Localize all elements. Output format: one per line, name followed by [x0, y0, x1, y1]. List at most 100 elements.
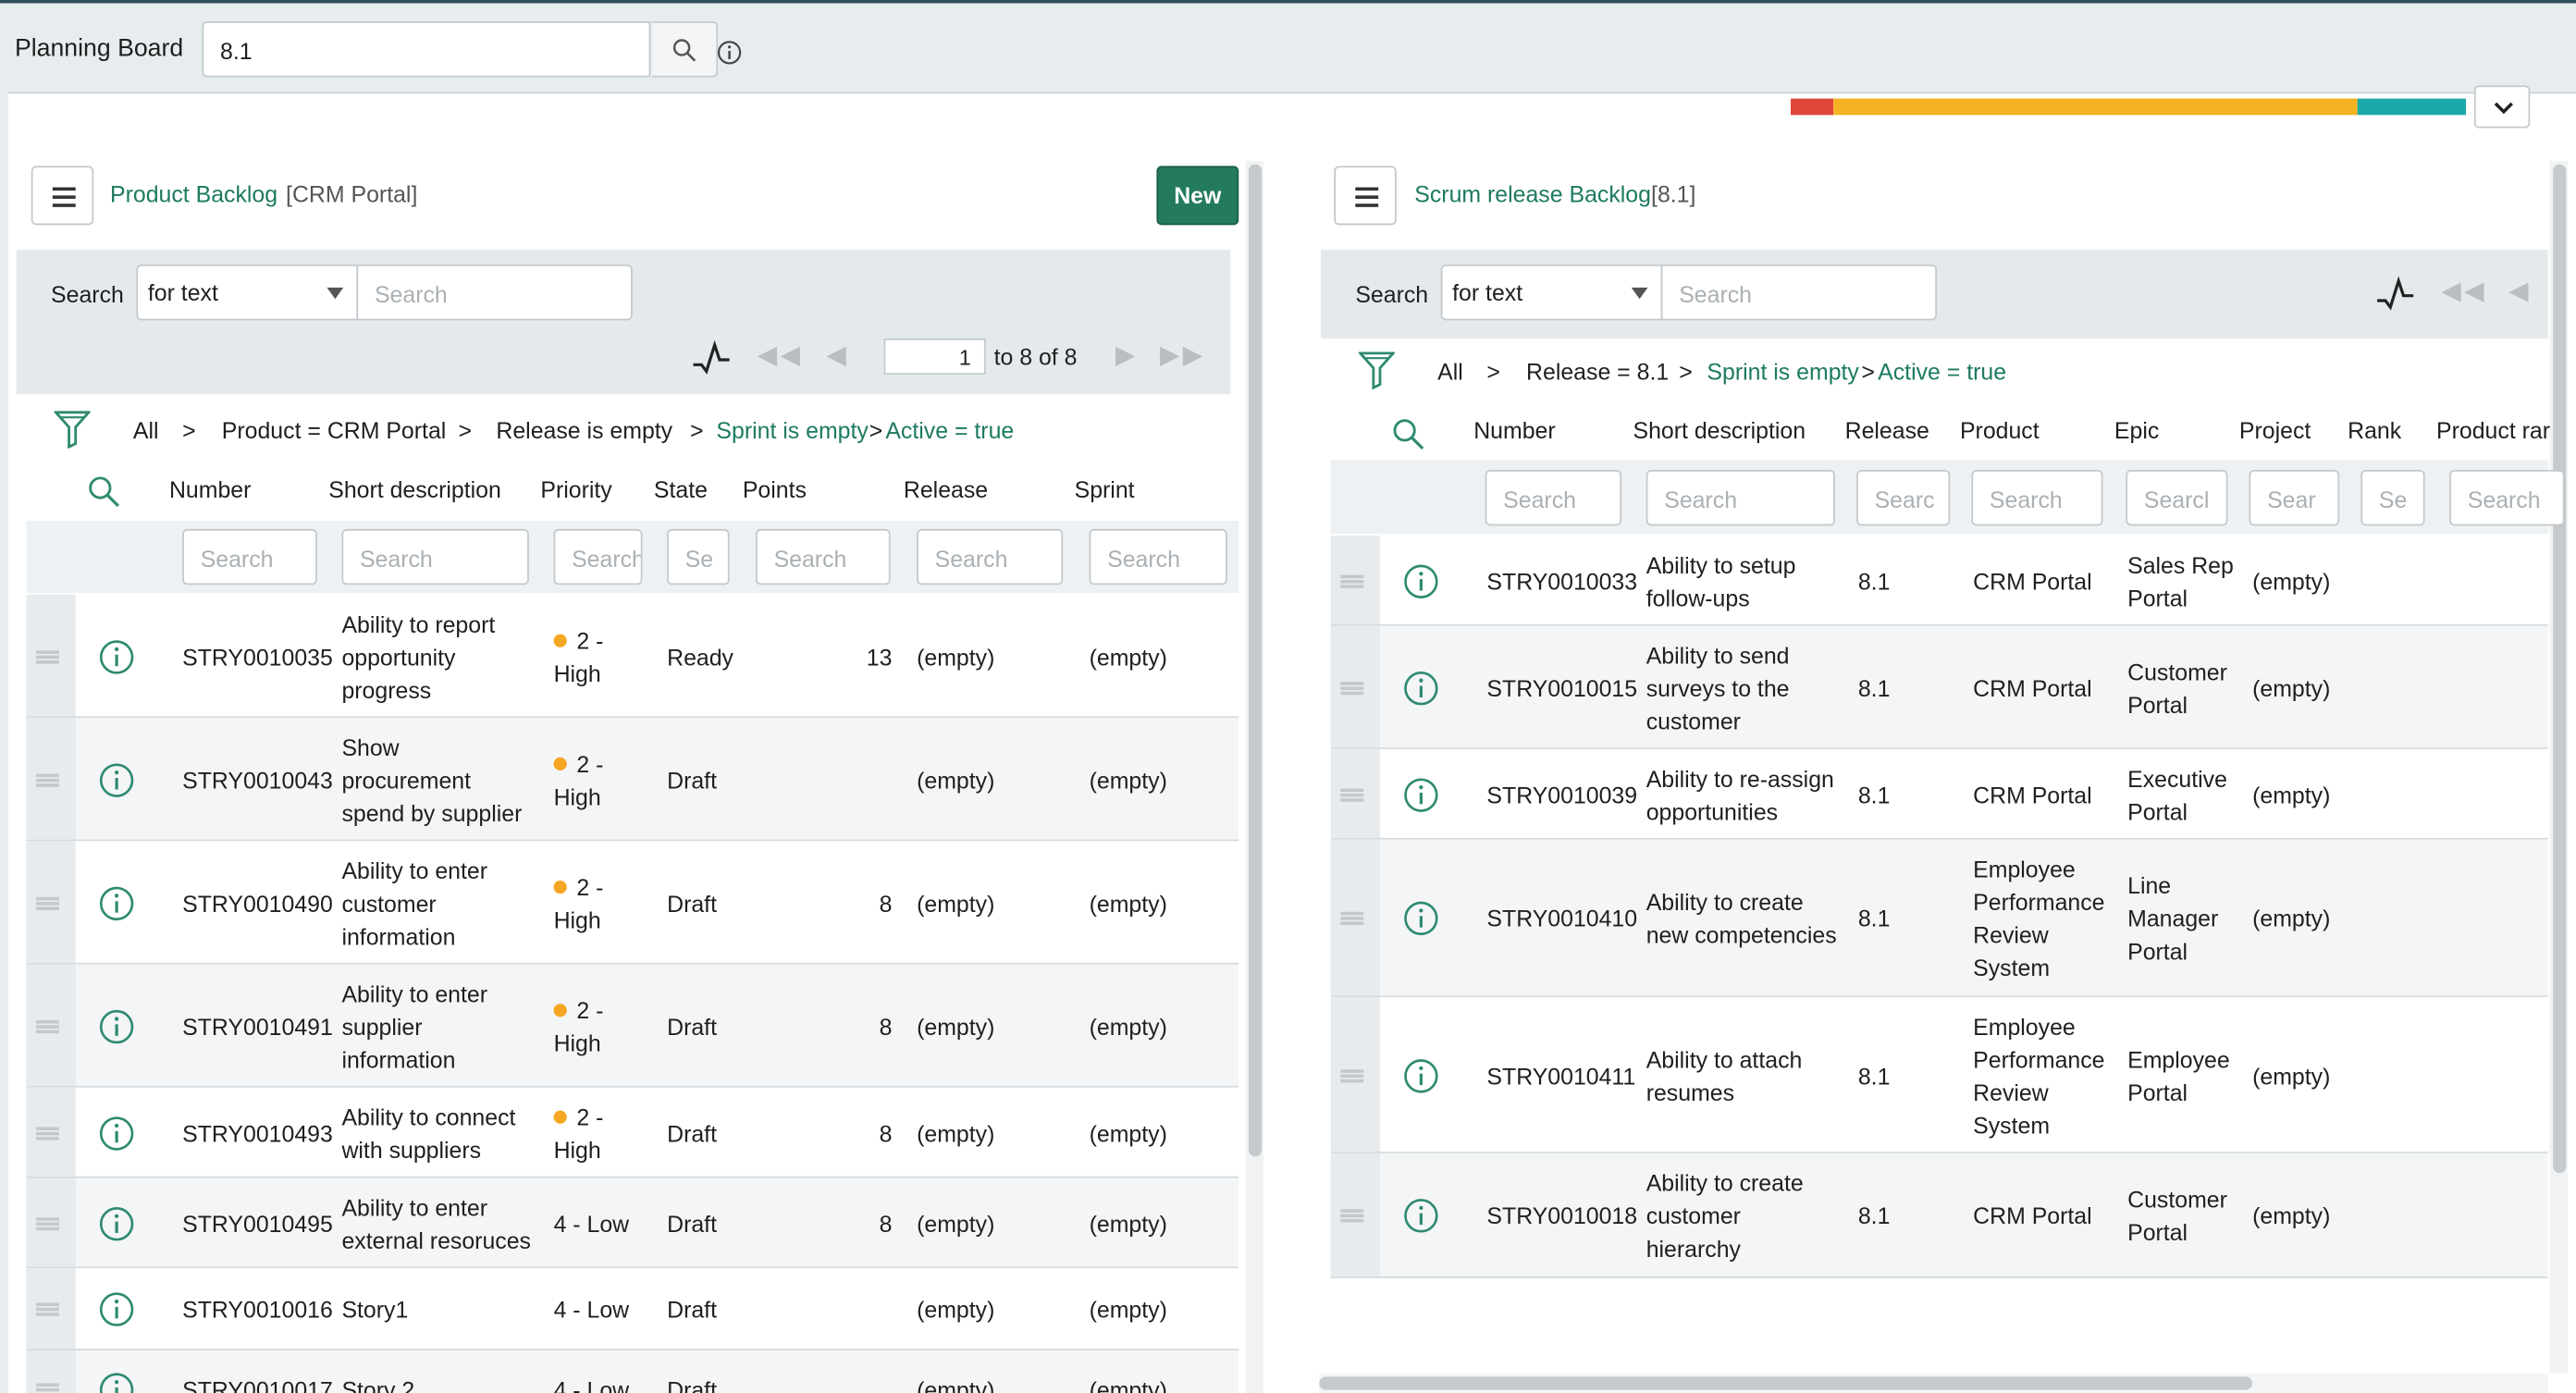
table-row[interactable]: STRY0010493 Ability to connect with suppli…	[26, 1087, 1239, 1178]
column-search-input[interactable]: Se	[2360, 469, 2425, 526]
breadcrumb-item[interactable]: All	[1437, 358, 1463, 385]
row-number[interactable]: STRY0010411	[1486, 1062, 1636, 1089]
first-page-icon[interactable]	[756, 345, 802, 368]
funnel-icon[interactable]	[1358, 350, 1395, 389]
row-number[interactable]: STRY0010491	[182, 1012, 333, 1040]
left-search-mode-select[interactable]: for text	[136, 264, 359, 321]
row-number[interactable]: STRY0010493	[182, 1119, 333, 1146]
column-search-input[interactable]: Search	[917, 528, 1064, 586]
row-number[interactable]: STRY0010018	[1486, 1202, 1638, 1229]
drag-handle-icon[interactable]	[1340, 573, 1364, 587]
column-search-toggle-icon[interactable]	[1391, 417, 1424, 450]
info-icon[interactable]	[99, 1205, 135, 1241]
breadcrumb-item[interactable]: Active = true	[885, 417, 1015, 444]
table-row[interactable]: STRY0010039 Ability to re-assign opportuni…	[1330, 748, 2548, 840]
breadcrumb-item[interactable]: Sprint is empty	[1707, 358, 1859, 385]
table-row[interactable]: STRY0010015 Ability to send surveys to the…	[1330, 625, 2548, 749]
info-icon[interactable]	[99, 1008, 135, 1044]
column-search-input[interactable]: Search	[341, 528, 529, 586]
table-row[interactable]: STRY0010018 Ability to create customer hier…	[1330, 1153, 2548, 1278]
row-number[interactable]: STRY0010490	[182, 889, 333, 917]
row-number[interactable]: STRY0010033	[1486, 567, 1638, 595]
breadcrumb-item[interactable]: Release = 8.1	[1526, 358, 1670, 385]
left-panel-title[interactable]: Product Backlog	[110, 180, 278, 207]
column-header[interactable]: Project	[2238, 417, 2311, 444]
first-page-icon[interactable]	[2440, 281, 2486, 304]
drag-handle-icon[interactable]	[36, 1126, 59, 1140]
info-icon[interactable]	[1403, 562, 1439, 598]
table-row[interactable]: STRY0010495 Ability to enter external reso…	[26, 1177, 1239, 1269]
breadcrumb-item[interactable]: Active = true	[1878, 358, 2007, 385]
breadcrumb-item[interactable]: All	[132, 417, 159, 444]
column-header[interactable]: Product rar	[2436, 417, 2551, 444]
column-search-input[interactable]: Search	[1645, 469, 1835, 526]
info-icon[interactable]	[1403, 1198, 1439, 1234]
row-number[interactable]: STRY0010495	[182, 1210, 333, 1237]
breadcrumb-item[interactable]: Product = CRM Portal	[221, 417, 447, 444]
drag-handle-icon[interactable]	[1340, 681, 1364, 695]
left-panel-menu-button[interactable]	[31, 166, 94, 226]
column-header[interactable]: Epic	[2114, 417, 2160, 444]
drag-handle-icon[interactable]	[36, 895, 59, 910]
prev-page-icon[interactable]	[2507, 281, 2530, 304]
left-scrollbar-thumb[interactable]	[1248, 164, 1263, 1157]
drag-handle-icon[interactable]	[1340, 1209, 1364, 1223]
info-icon[interactable]	[99, 1115, 135, 1151]
right-panel-menu-button[interactable]	[1334, 166, 1397, 226]
info-icon[interactable]	[99, 761, 135, 797]
column-header[interactable]: Rank	[2348, 417, 2402, 444]
drag-handle-icon[interactable]	[36, 1383, 59, 1393]
release-search-input[interactable]: 8.1	[202, 21, 651, 78]
drag-handle-icon[interactable]	[1340, 787, 1364, 801]
column-header[interactable]: Number	[168, 476, 252, 503]
info-icon[interactable]	[99, 1291, 135, 1327]
column-header[interactable]: Priority	[540, 476, 612, 503]
drag-handle-icon[interactable]	[36, 1019, 59, 1033]
column-search-input[interactable]: Sear	[2249, 469, 2340, 526]
column-header[interactable]: Number	[1473, 417, 1556, 444]
column-header[interactable]: Short description	[328, 476, 501, 503]
info-icon[interactable]	[1403, 776, 1439, 812]
info-icon[interactable]	[1403, 1057, 1439, 1093]
table-row[interactable]: STRY0010017 Story 2 4 - Low Draft (empty) (em…	[26, 1350, 1239, 1393]
column-search-input[interactable]: Search	[1485, 469, 1622, 526]
breadcrumb-item[interactable]: Release is empty	[496, 417, 673, 444]
row-number[interactable]: STRY0010039	[1486, 781, 1638, 807]
right-search-mode-select[interactable]: for text	[1440, 264, 1663, 321]
column-search-input[interactable]: Searcl	[2126, 469, 2228, 526]
info-icon[interactable]	[99, 1372, 135, 1393]
info-icon[interactable]	[99, 884, 135, 920]
right-horizontal-scrollbar-thumb[interactable]	[1319, 1376, 2253, 1390]
left-search-input[interactable]: Search	[356, 264, 633, 321]
row-number[interactable]: STRY0010410	[1486, 905, 1638, 932]
funnel-icon[interactable]	[54, 409, 91, 449]
drag-handle-icon[interactable]	[36, 1302, 59, 1316]
column-search-input[interactable]: Search	[182, 528, 317, 586]
activity-stream-icon[interactable]	[2375, 276, 2415, 312]
new-button[interactable]: New	[1156, 166, 1239, 226]
column-search-input[interactable]: Search	[553, 528, 643, 586]
prev-page-icon[interactable]	[825, 345, 848, 368]
page-number-input[interactable]: 1	[883, 338, 986, 375]
column-header[interactable]: Sprint	[1074, 476, 1135, 503]
table-row[interactable]: STRY0010491 Ability to enter supplier infor…	[26, 964, 1239, 1088]
drag-handle-icon[interactable]	[36, 1216, 59, 1230]
drag-handle-icon[interactable]	[1340, 911, 1364, 925]
right-search-input[interactable]: Search	[1660, 264, 1938, 321]
table-row[interactable]: STRY0010033 Ability to setup follow-ups 8.1…	[1330, 536, 2548, 626]
row-number[interactable]: STRY0010035	[182, 643, 333, 670]
column-header[interactable]: Release	[1844, 417, 1929, 444]
table-row[interactable]: STRY0010410 Ability to create new competen…	[1330, 839, 2548, 998]
drag-handle-icon[interactable]	[36, 772, 59, 786]
column-search-input[interactable]: Se	[667, 528, 730, 586]
activity-stream-icon[interactable]	[692, 339, 732, 376]
info-icon[interactable]	[1403, 900, 1439, 936]
column-header[interactable]: Product	[1959, 417, 2040, 444]
column-search-input[interactable]: Search	[1971, 469, 2103, 526]
right-panel-title[interactable]: Scrum release Backlog	[1414, 180, 1651, 207]
info-icon[interactable]	[1403, 670, 1439, 706]
table-row[interactable]: STRY0010035 Ability to report opportunity p…	[26, 594, 1239, 719]
column-header[interactable]: Release	[903, 476, 989, 503]
table-row[interactable]: STRY0010411 Ability to attach resumes 8.1 Em…	[1330, 997, 2548, 1153]
table-row[interactable]: STRY0010016 Story1 4 - Low Draft (empty) (emp…	[26, 1268, 1239, 1350]
